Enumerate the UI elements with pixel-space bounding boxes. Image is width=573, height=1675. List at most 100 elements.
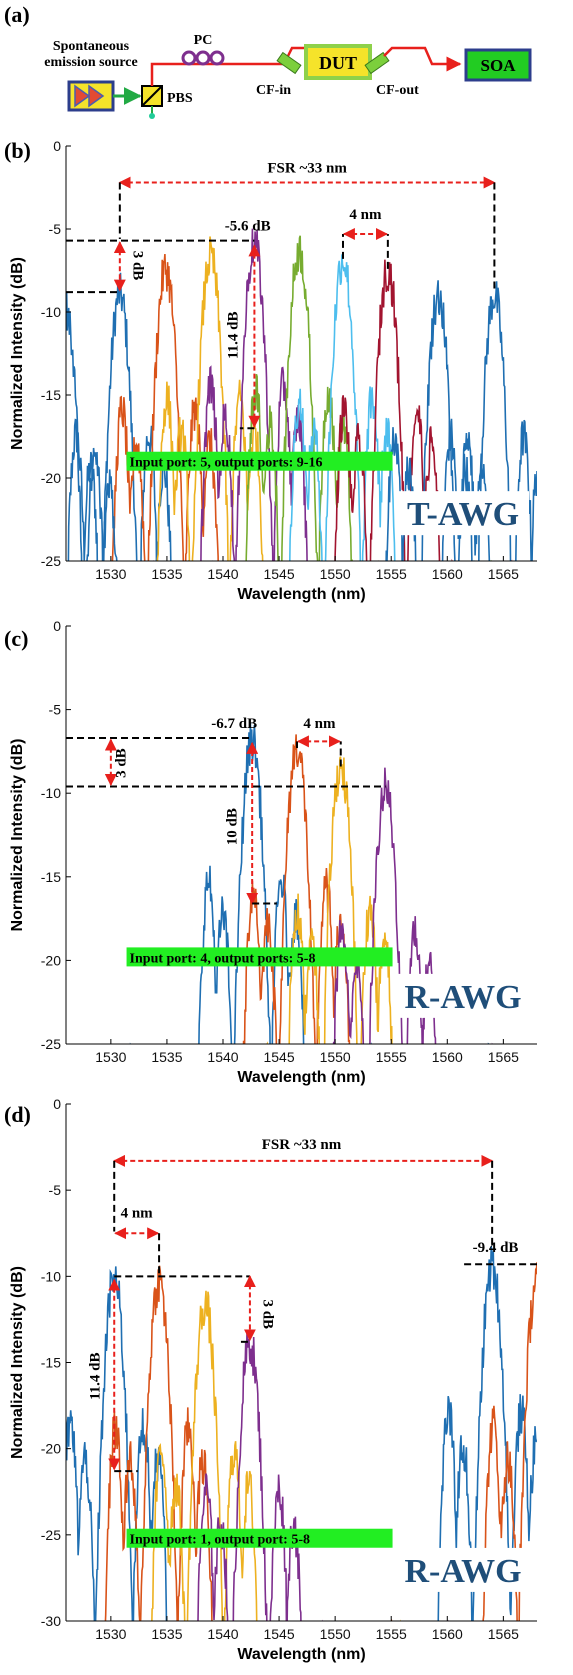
3db-annotation: 3 dB [259, 1299, 275, 1329]
series-line-2 [100, 253, 435, 561]
port-note: Input port: 1, output port: 5-8 [130, 1533, 310, 1548]
series-line-1 [109, 722, 490, 1044]
y-tick-label: -25 [41, 553, 61, 569]
x-tick-label: 1535 [151, 1049, 182, 1065]
y-tick-label: -30 [41, 1613, 61, 1629]
series-line-6 [197, 254, 476, 561]
fsr-annotation: FSR ~33 nm [267, 161, 347, 177]
y-tick-label: -20 [41, 1441, 61, 1457]
y-tick-label: -15 [41, 1355, 61, 1371]
x-tick-label: 1545 [263, 1049, 294, 1065]
x-tick-label: 1530 [95, 1049, 126, 1065]
y-tick-label: 0 [53, 138, 61, 154]
spacing-annotation: 4 nm [303, 716, 336, 732]
amplifier-icon [74, 84, 105, 108]
pbs-label: PBS [167, 91, 193, 106]
panel-d-label: (d) [4, 1102, 31, 1127]
awg-badge: R-AWG [404, 979, 521, 1016]
panel-c-chart: (c) 1530 1535 1540 1545 1550 1555 1560 1565 0 -5 -1… [4, 618, 537, 1086]
cf-in-label: CF-in [256, 83, 291, 98]
x-tick-label: 1550 [320, 1049, 351, 1065]
right-peak-annotation: -9.4 dB [473, 1240, 519, 1256]
spacing-annotation: 4 nm [349, 207, 382, 223]
x-tick-label: 1550 [320, 566, 351, 582]
y-tick-label: -5 [49, 221, 62, 237]
panel-b-label: (b) [4, 138, 31, 163]
panel-c-label: (c) [4, 626, 28, 651]
y-tick-label: -25 [41, 1036, 61, 1052]
y-axis-label: Normalized Intensity (dB) [9, 739, 26, 932]
badge-background [397, 491, 529, 536]
x-tick-label: 1555 [376, 1049, 407, 1065]
x-axis-label: Wavelength (nm) [237, 586, 365, 603]
pbs-diagonal [141, 85, 163, 107]
3db-annotation: 3 dB [113, 748, 129, 778]
cf-in-icon [276, 51, 302, 75]
y-tick-label: -10 [41, 785, 61, 801]
note-background [126, 451, 393, 471]
x-tick-label: 1565 [488, 1049, 519, 1065]
x-tick-label: 1545 [263, 566, 294, 582]
port-note: Input port: 4, output ports: 5-8 [130, 951, 316, 966]
panel-b-chart: (b) 1530 1535 1540 1545 1550 1555 1560 1565 0 -5 -1… [4, 138, 537, 603]
note-background [126, 1528, 393, 1548]
y-tick-label: -10 [41, 304, 61, 320]
y-tick-label: -15 [41, 387, 61, 403]
note-background [126, 947, 393, 967]
x-tick-label: 1540 [207, 1049, 238, 1065]
series-group [109, 722, 493, 1044]
y-tick-label: 0 [53, 618, 61, 634]
peak-annotation: -5.6 dB [225, 219, 271, 235]
series-line-2 [104, 1262, 537, 1621]
source-label-2: emission source [44, 55, 137, 70]
y-axis-label: Normalized Intensity (dB) [9, 257, 26, 450]
x-tick-label: 1565 [488, 1626, 519, 1642]
series-group [66, 1245, 537, 1621]
extinction-annotation: 10 dB [224, 808, 240, 845]
pc-coils-icon [181, 50, 225, 66]
x-tick-label: 1535 [151, 1626, 182, 1642]
awg-badge: R-AWG [404, 1553, 521, 1590]
series-group [66, 228, 537, 561]
x-tick-label: 1560 [432, 1049, 463, 1065]
pbs-port-icon [149, 113, 155, 119]
pc-label: PC [194, 33, 213, 48]
y-tick-label: -5 [49, 702, 62, 718]
setup-diagram: (a) Spontaneous emission source PBS PC C… [4, 2, 532, 119]
x-tick-label: 1530 [95, 1626, 126, 1642]
x-tick-label: 1535 [151, 566, 182, 582]
x-tick-label: 1530 [95, 566, 126, 582]
panel-d-chart: (d) 1530 1535 1540 1545 1550 1555 1560 1565 0 -5 -1… [4, 1096, 537, 1663]
y-axis-label: Normalized Intensity (dB) [9, 1266, 26, 1459]
y-tick-label: -25 [41, 1527, 61, 1543]
y-tick-label: -15 [41, 869, 61, 885]
dut-box [304, 44, 372, 80]
y-tick-label: -20 [41, 470, 61, 486]
x-tick-label: 1565 [488, 566, 519, 582]
x-tick-label: 1540 [207, 566, 238, 582]
series-line-4 [153, 228, 313, 561]
peak-annotation: -6.7 dB [211, 716, 257, 732]
awg-badge: T-AWG [407, 496, 519, 533]
x-tick-label: 1555 [376, 566, 407, 582]
x-axis-label: Wavelength (nm) [237, 1069, 365, 1086]
dut-label: DUT [319, 53, 357, 73]
x-tick-label: 1555 [376, 1626, 407, 1642]
series-line-2 [242, 734, 351, 1044]
series-line-3 [245, 756, 393, 1044]
series-line-1 [67, 272, 537, 561]
x-tick-label: 1545 [263, 1626, 294, 1642]
x-tick-label: 1560 [432, 1626, 463, 1642]
y-tick-label: -5 [49, 1182, 62, 1198]
extinction-annotation: 11.4 dB [88, 1353, 104, 1401]
port-note: Input port: 5, output ports: 9-16 [130, 456, 323, 471]
y-tick-label: 0 [53, 1096, 61, 1112]
series-line-5 [232, 235, 492, 561]
x-tick-label: 1560 [432, 566, 463, 582]
spacing-annotation: 4 nm [121, 1206, 154, 1222]
fsr-annotation: FSR ~33 nm [262, 1137, 342, 1153]
series-line-1 [66, 1245, 537, 1621]
x-tick-label: 1550 [320, 1626, 351, 1642]
badge-background [397, 973, 529, 1018]
